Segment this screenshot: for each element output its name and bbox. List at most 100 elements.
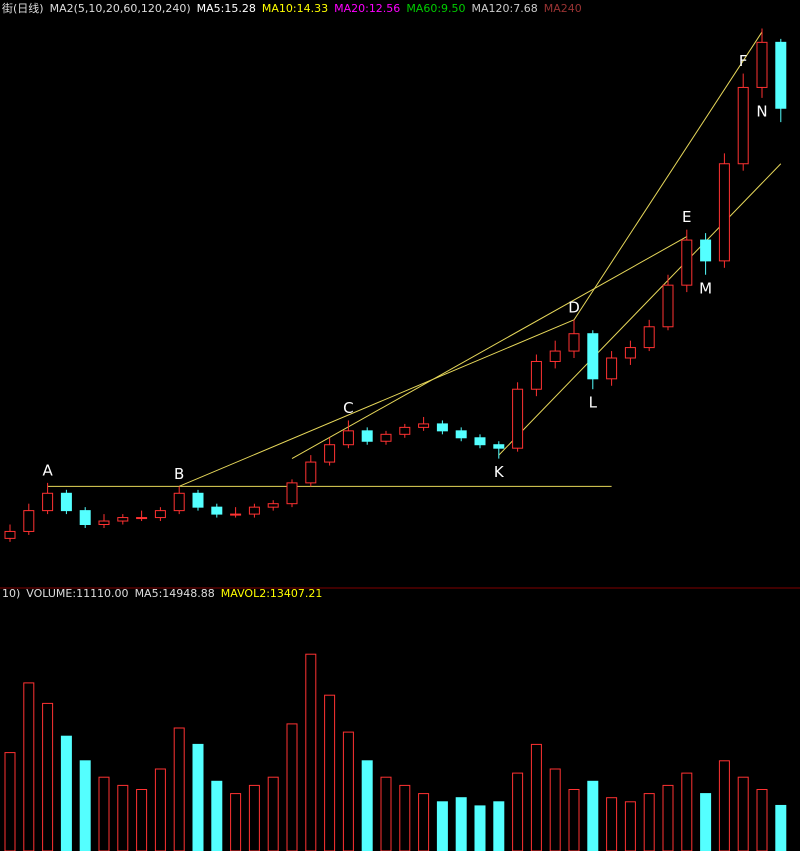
candle-body — [79, 510, 91, 525]
header-label: 10) — [2, 587, 20, 600]
candle-body — [587, 333, 599, 380]
header-label: MA2(5,10,20,60,120,240) — [50, 2, 191, 15]
volume-bar — [549, 768, 561, 851]
volume-bar — [117, 784, 129, 851]
volume-bar — [211, 780, 223, 851]
header-label: MAVOL2:13407.21 — [221, 587, 323, 600]
point-label: K — [494, 463, 505, 481]
point-label: M — [699, 279, 712, 297]
volume-bar — [248, 784, 260, 851]
candle-body — [230, 513, 242, 516]
volume-bar — [60, 735, 72, 851]
candle-body — [98, 520, 110, 525]
candle-body — [211, 506, 223, 515]
header-label: MA5:14948.88 — [135, 587, 215, 600]
header-label: MA120:7.68 — [472, 2, 538, 15]
candle-body — [568, 333, 580, 352]
candle-body — [4, 530, 16, 539]
candle-body — [305, 461, 317, 484]
header-label: MA20:12.56 — [334, 2, 400, 15]
candle-body — [474, 437, 486, 446]
candle-body — [756, 41, 768, 88]
candle-body — [192, 492, 204, 508]
volume-bar — [4, 752, 16, 851]
header-label: MA240 — [544, 2, 582, 15]
candle-body — [60, 492, 72, 512]
candle-body — [361, 430, 373, 442]
volume-bar — [267, 776, 279, 851]
header-label: MA60:9.50 — [406, 2, 465, 15]
trendline — [291, 236, 688, 460]
volume-bar — [286, 723, 298, 851]
candle-body — [342, 430, 354, 446]
volume-bar — [79, 760, 91, 851]
candle-body — [154, 510, 166, 519]
volume-bar — [512, 772, 524, 851]
candle-body — [530, 360, 542, 390]
volume-bar — [436, 801, 448, 851]
candle-body — [643, 326, 655, 349]
candle-body — [737, 86, 749, 165]
candle-body — [117, 517, 129, 522]
volume-bar — [399, 784, 411, 851]
trendline — [573, 31, 763, 321]
volume-bar — [173, 727, 185, 851]
point-label: C — [343, 399, 353, 417]
candle-body — [662, 284, 674, 328]
point-label: D — [568, 298, 580, 316]
volume-bar — [700, 793, 712, 851]
point-label: E — [682, 208, 691, 226]
candle-body — [418, 423, 430, 428]
candle-body — [324, 444, 336, 463]
candle-body — [512, 388, 524, 449]
volume-bar — [606, 797, 618, 851]
volume-bar — [718, 760, 730, 851]
candle-body — [718, 163, 730, 262]
volume-bar — [98, 776, 110, 851]
volume-bar — [737, 776, 749, 851]
volume-bar — [474, 805, 486, 851]
header-label: VOLUME:11110.00 — [26, 587, 128, 600]
volume-bar — [380, 776, 392, 851]
candle-body — [380, 433, 392, 442]
volume-bar — [361, 760, 373, 851]
candle-body — [700, 239, 712, 262]
candle-body — [436, 423, 448, 432]
volume-bar — [681, 772, 693, 851]
candle-body — [173, 492, 185, 512]
candle-body — [775, 41, 787, 109]
candle-body — [399, 426, 411, 435]
candle-body — [267, 503, 279, 508]
point-label: L — [589, 394, 598, 412]
point-label: B — [174, 465, 184, 483]
volume-bar — [568, 789, 580, 851]
header-label: MA10:14.33 — [262, 2, 328, 15]
volume-bar — [192, 743, 204, 851]
volume-bar — [305, 653, 317, 851]
candle-body — [248, 506, 260, 515]
volume-bar — [493, 801, 505, 851]
volume-bar — [42, 702, 54, 851]
candle-body — [42, 492, 54, 512]
trendline — [179, 319, 575, 487]
volume-bar — [530, 743, 542, 851]
volume-bar — [455, 797, 467, 851]
volume-bar — [136, 789, 148, 851]
candle-body — [681, 239, 693, 286]
volume-bar — [154, 768, 166, 851]
candle-body — [455, 430, 467, 439]
volume-bar — [230, 793, 242, 851]
volume-bar — [23, 682, 35, 851]
volume-bar — [324, 694, 336, 851]
volume-bar — [662, 784, 674, 851]
candle-body — [286, 482, 298, 505]
volume-bar — [587, 780, 599, 851]
header-label: MA5:15.28 — [197, 2, 256, 15]
volume-bar — [342, 731, 354, 851]
point-label: A — [42, 461, 53, 479]
candle-body — [493, 444, 505, 449]
candle-body — [624, 347, 636, 359]
candle-body — [606, 357, 618, 380]
header-label: 街(日线) — [2, 1, 44, 15]
